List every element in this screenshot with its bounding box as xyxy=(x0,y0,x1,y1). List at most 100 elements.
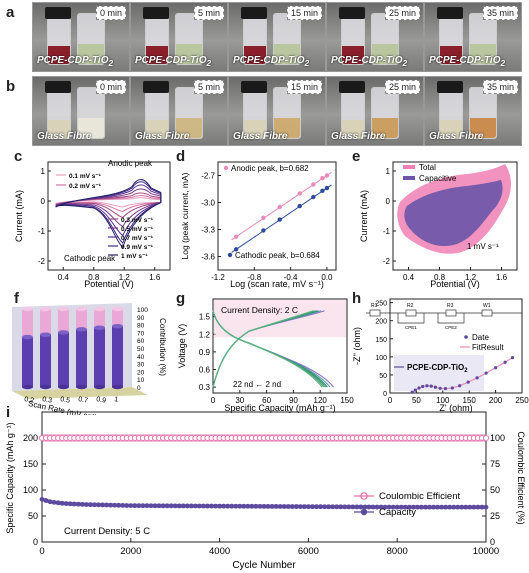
cv-curve xyxy=(55,188,162,228)
capacitive-ylabel: Current (mA) xyxy=(359,190,369,242)
capacity-point xyxy=(233,503,239,509)
capacity-point xyxy=(152,503,158,509)
vial-liquid xyxy=(146,120,168,138)
vial-liquid xyxy=(440,120,462,138)
eis-point xyxy=(421,384,425,389)
contribution-ytick-label: 50 xyxy=(137,346,145,353)
cycling-chart: 0 2000 4000 6000 8000 10000050100150200025507… xyxy=(5,411,526,571)
contribution-diffusion-bar xyxy=(22,309,33,338)
capacitive-xlabel: Potential (V) xyxy=(430,279,480,289)
eis-point xyxy=(433,385,438,389)
capacitive-frame xyxy=(392,161,518,271)
capacity-point xyxy=(435,504,440,510)
contribution-ytick-label: 10 xyxy=(137,377,145,384)
panel-letter-b: b xyxy=(6,78,16,95)
capacity-point xyxy=(410,504,416,510)
capacitive-xtick-label: 1.6 xyxy=(496,273,508,282)
gcd-charge-curve xyxy=(212,310,314,388)
contribution-bar-base xyxy=(58,384,69,390)
cycling-frame xyxy=(41,411,487,543)
capacity-point xyxy=(297,504,303,509)
capacity-point xyxy=(285,504,291,509)
contribution-ytick-label: 70 xyxy=(137,330,145,337)
capacity-point xyxy=(382,504,388,510)
capacity-point xyxy=(443,504,449,510)
cycling-xlabel: Cycle Number xyxy=(232,560,296,571)
total-legend-swatch xyxy=(403,165,415,169)
eis-fit-legend: FitResult xyxy=(472,343,504,352)
capacity-point xyxy=(209,503,214,509)
capacity-point xyxy=(55,500,61,506)
vial-left xyxy=(47,17,71,65)
cv-anodic-label: Anodic peak xyxy=(108,159,153,168)
capacity-point xyxy=(261,503,267,509)
contribution-ytick-label: 90 xyxy=(137,315,145,322)
capacity-point xyxy=(144,503,150,509)
eis-point xyxy=(458,384,462,388)
contribution-capacitive-bar xyxy=(58,332,69,387)
capacity-point xyxy=(265,504,271,509)
contribution-diffusion-bar xyxy=(76,309,87,330)
capacity-point xyxy=(59,500,65,506)
cycling-xtick-label: 0 xyxy=(39,546,44,557)
vial-liquid xyxy=(146,46,168,64)
contribution-bar-base xyxy=(112,384,123,390)
capacity-point xyxy=(419,504,424,510)
log-cathodic-label: Cathodic peak, b=0.684 xyxy=(235,251,320,260)
cycling-xtick-label: 8000 xyxy=(387,546,408,557)
cv-chart: 0.4 0.8 1.2 1.6 1 0 -1 -2 Anodic peak Cathodic … xyxy=(14,159,171,289)
eis-point xyxy=(503,360,507,364)
capacity-point xyxy=(362,504,368,510)
cv-xtick-label: 1.6 xyxy=(149,273,161,282)
cv-ytick-label: 0 xyxy=(41,197,46,206)
capacity-point xyxy=(71,501,77,507)
capacity-point xyxy=(201,503,206,509)
contribution-capacitive-bar xyxy=(22,337,33,387)
photo-caption: PCPE-CDP-TiO2 xyxy=(233,55,310,68)
contribution-xtick-label: 0.5 xyxy=(60,396,71,405)
contribution-ytick-label: 20 xyxy=(137,369,145,376)
photo-caption: Glass Fibre xyxy=(233,131,288,142)
photo-caption: PCPE-CDP-TiO2 xyxy=(135,55,212,68)
circuit-r1: R1 xyxy=(371,303,378,309)
log-xlabel: Log (scan rate, mV s⁻¹) xyxy=(230,279,324,289)
capacity-point xyxy=(402,504,408,510)
glass-fibre-photo: 25 min Glass Fibre xyxy=(326,76,424,146)
contribution-ytick-label: 40 xyxy=(137,354,145,361)
capacity-point xyxy=(156,503,162,509)
cv-legend-label: 0.3 mV s⁻¹ xyxy=(121,217,153,224)
contribution-diffusion-bar xyxy=(58,309,69,333)
capacity-point xyxy=(306,504,311,510)
log-point xyxy=(297,203,302,209)
contribution-capacitive-bar xyxy=(40,334,51,387)
capacity-point xyxy=(475,504,481,510)
contribution-bar-top xyxy=(22,306,33,312)
vial-liquid xyxy=(48,120,70,138)
cv-xtick-label: 0.4 xyxy=(58,273,70,282)
capacity-point xyxy=(241,503,247,509)
caption-subscript: 2 xyxy=(500,58,506,68)
cycling-xtick-label: 4000 xyxy=(209,546,230,557)
capacity-point xyxy=(334,504,340,510)
cv-curve xyxy=(55,184,162,237)
capacity-point xyxy=(160,503,166,509)
capacity-point xyxy=(479,504,485,510)
log-xtick-label: 0.0 xyxy=(321,273,333,282)
log-ylabel: Log (peak current, mA) xyxy=(180,172,190,259)
eis-point xyxy=(510,355,515,360)
capacity-point xyxy=(221,503,227,509)
log-ytick-label: -3.6 xyxy=(201,253,215,262)
panel-letter-g: g xyxy=(176,290,186,307)
separator-photo: 35 min PCPE-CDP-TiO2 xyxy=(424,2,522,72)
capacity-point xyxy=(229,503,235,509)
capacity-point xyxy=(414,504,420,510)
capacitive-xtick-label: 1.2 xyxy=(465,273,477,282)
capacity-point xyxy=(88,502,93,508)
log-point xyxy=(311,182,316,187)
log-point xyxy=(320,188,325,193)
gcd-density-label: Current Density: 2 C xyxy=(221,305,298,315)
time-label: 0 min xyxy=(95,80,126,94)
log-point xyxy=(277,217,282,222)
cv-ytick-label: -1 xyxy=(38,227,46,236)
